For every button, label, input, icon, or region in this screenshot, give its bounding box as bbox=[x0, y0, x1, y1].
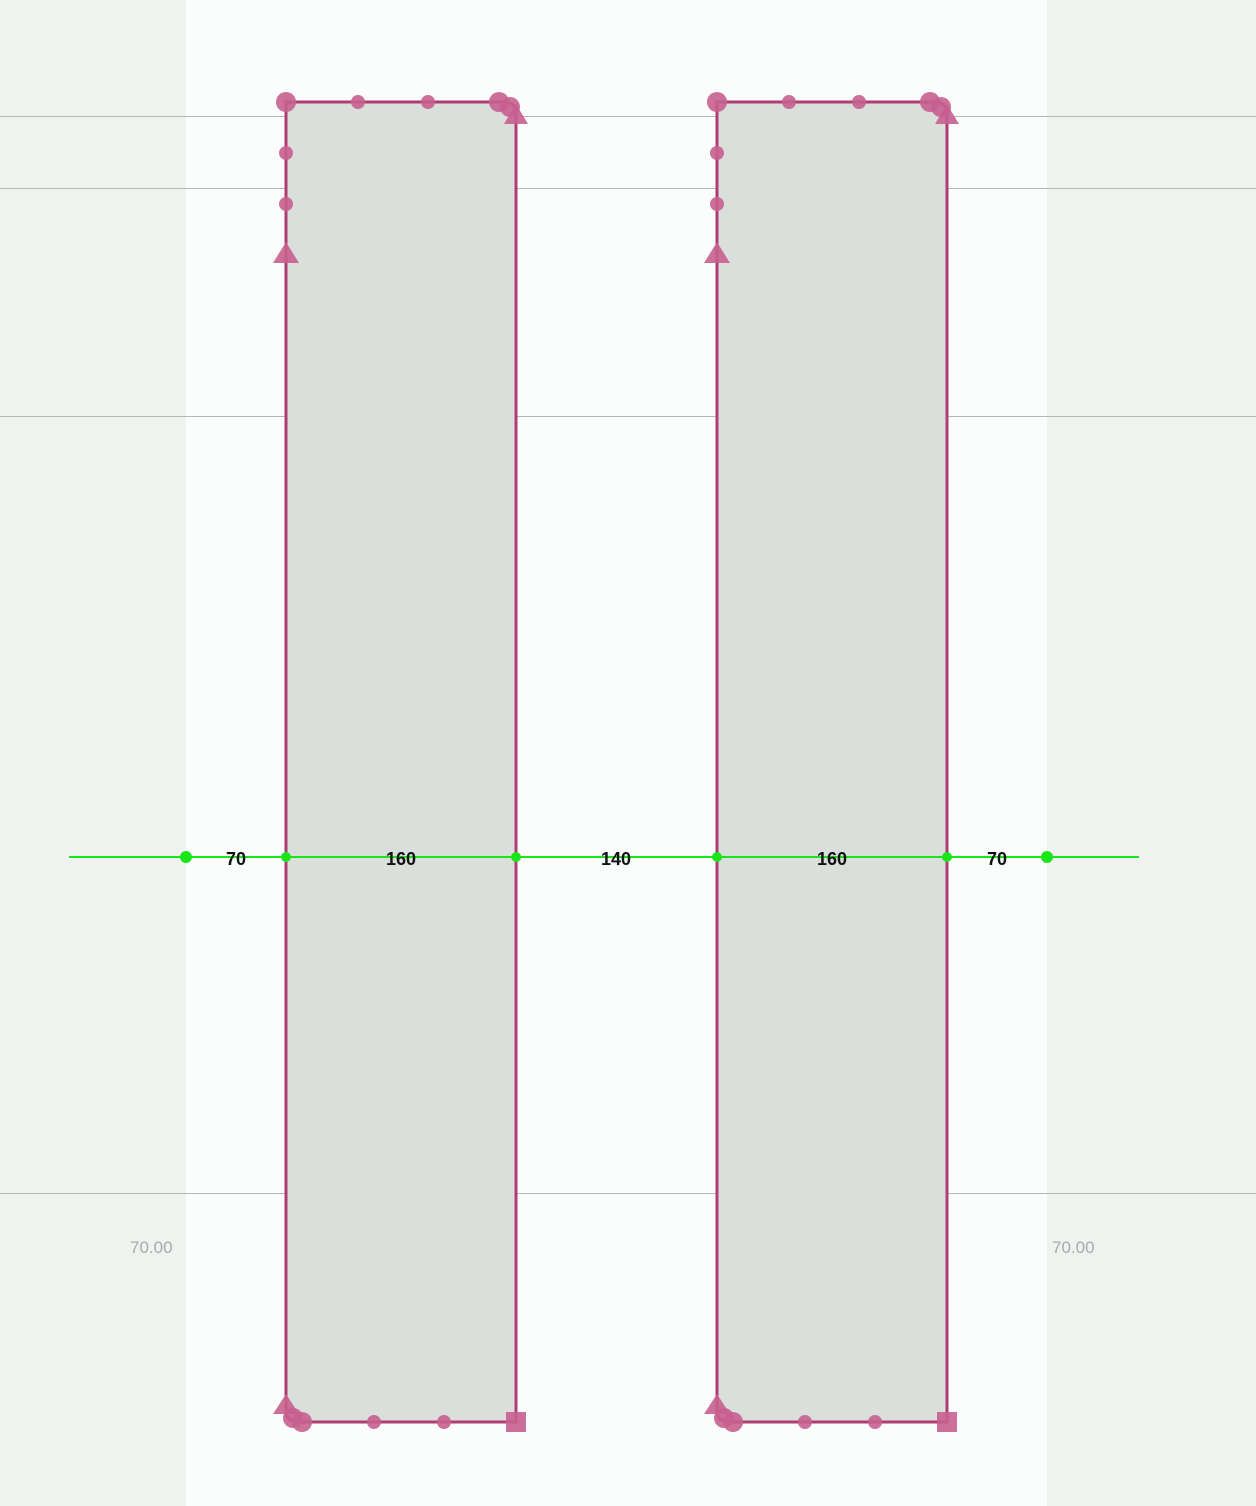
horizontal-guide[interactable] bbox=[0, 1193, 1256, 1194]
measurement-point-icon bbox=[1041, 851, 1053, 863]
right-margin-label: 70.00 bbox=[1052, 1238, 1095, 1257]
measurement-point-icon bbox=[712, 852, 722, 862]
square-handle-icon[interactable] bbox=[937, 1412, 957, 1432]
selection-path-left[interactable] bbox=[284, 100, 518, 1424]
measurement-point-icon bbox=[180, 851, 192, 863]
circle-handle-icon[interactable] bbox=[276, 92, 296, 112]
circle-handle-icon[interactable] bbox=[292, 1412, 312, 1432]
circle-handle-icon[interactable] bbox=[852, 95, 866, 109]
measurement-point-icon bbox=[281, 852, 291, 862]
measurement-label: 140 bbox=[600, 849, 632, 869]
measurement-label: 160 bbox=[385, 849, 417, 869]
triangle-handle-icon[interactable] bbox=[273, 242, 299, 263]
left-margin-label: 70.00 bbox=[130, 1238, 173, 1257]
circle-handle-icon[interactable] bbox=[710, 146, 724, 160]
horizontal-guide[interactable] bbox=[0, 116, 1256, 117]
triangle-handle-icon[interactable] bbox=[935, 104, 959, 124]
measurement-label: 160 bbox=[816, 849, 848, 869]
circle-handle-icon[interactable] bbox=[710, 197, 724, 211]
circle-handle-icon[interactable] bbox=[723, 1412, 743, 1432]
triangle-handle-icon[interactable] bbox=[704, 242, 730, 263]
circle-handle-icon[interactable] bbox=[279, 197, 293, 211]
measurement-label: 70 bbox=[986, 849, 1008, 869]
circle-handle-icon[interactable] bbox=[351, 95, 365, 109]
circle-handle-icon[interactable] bbox=[782, 95, 796, 109]
measurement-point-icon bbox=[942, 852, 952, 862]
rectangle-shape-left[interactable] bbox=[286, 102, 516, 1422]
triangle-handle-icon[interactable] bbox=[504, 104, 528, 124]
circle-handle-icon[interactable] bbox=[437, 1415, 451, 1429]
circle-handle-icon[interactable] bbox=[868, 1415, 882, 1429]
horizontal-guide[interactable] bbox=[0, 416, 1256, 417]
horizontal-guide[interactable] bbox=[0, 188, 1256, 189]
circle-handle-icon[interactable] bbox=[367, 1415, 381, 1429]
measurement-point-icon bbox=[511, 852, 521, 862]
rectangle-shape-right[interactable] bbox=[717, 102, 947, 1422]
circle-handle-icon[interactable] bbox=[798, 1415, 812, 1429]
measurement-label: 70 bbox=[225, 849, 247, 869]
selection-path-right[interactable] bbox=[715, 100, 949, 1424]
square-handle-icon[interactable] bbox=[506, 1412, 526, 1432]
circle-handle-icon[interactable] bbox=[279, 146, 293, 160]
circle-handle-icon[interactable] bbox=[707, 92, 727, 112]
circle-handle-icon[interactable] bbox=[421, 95, 435, 109]
